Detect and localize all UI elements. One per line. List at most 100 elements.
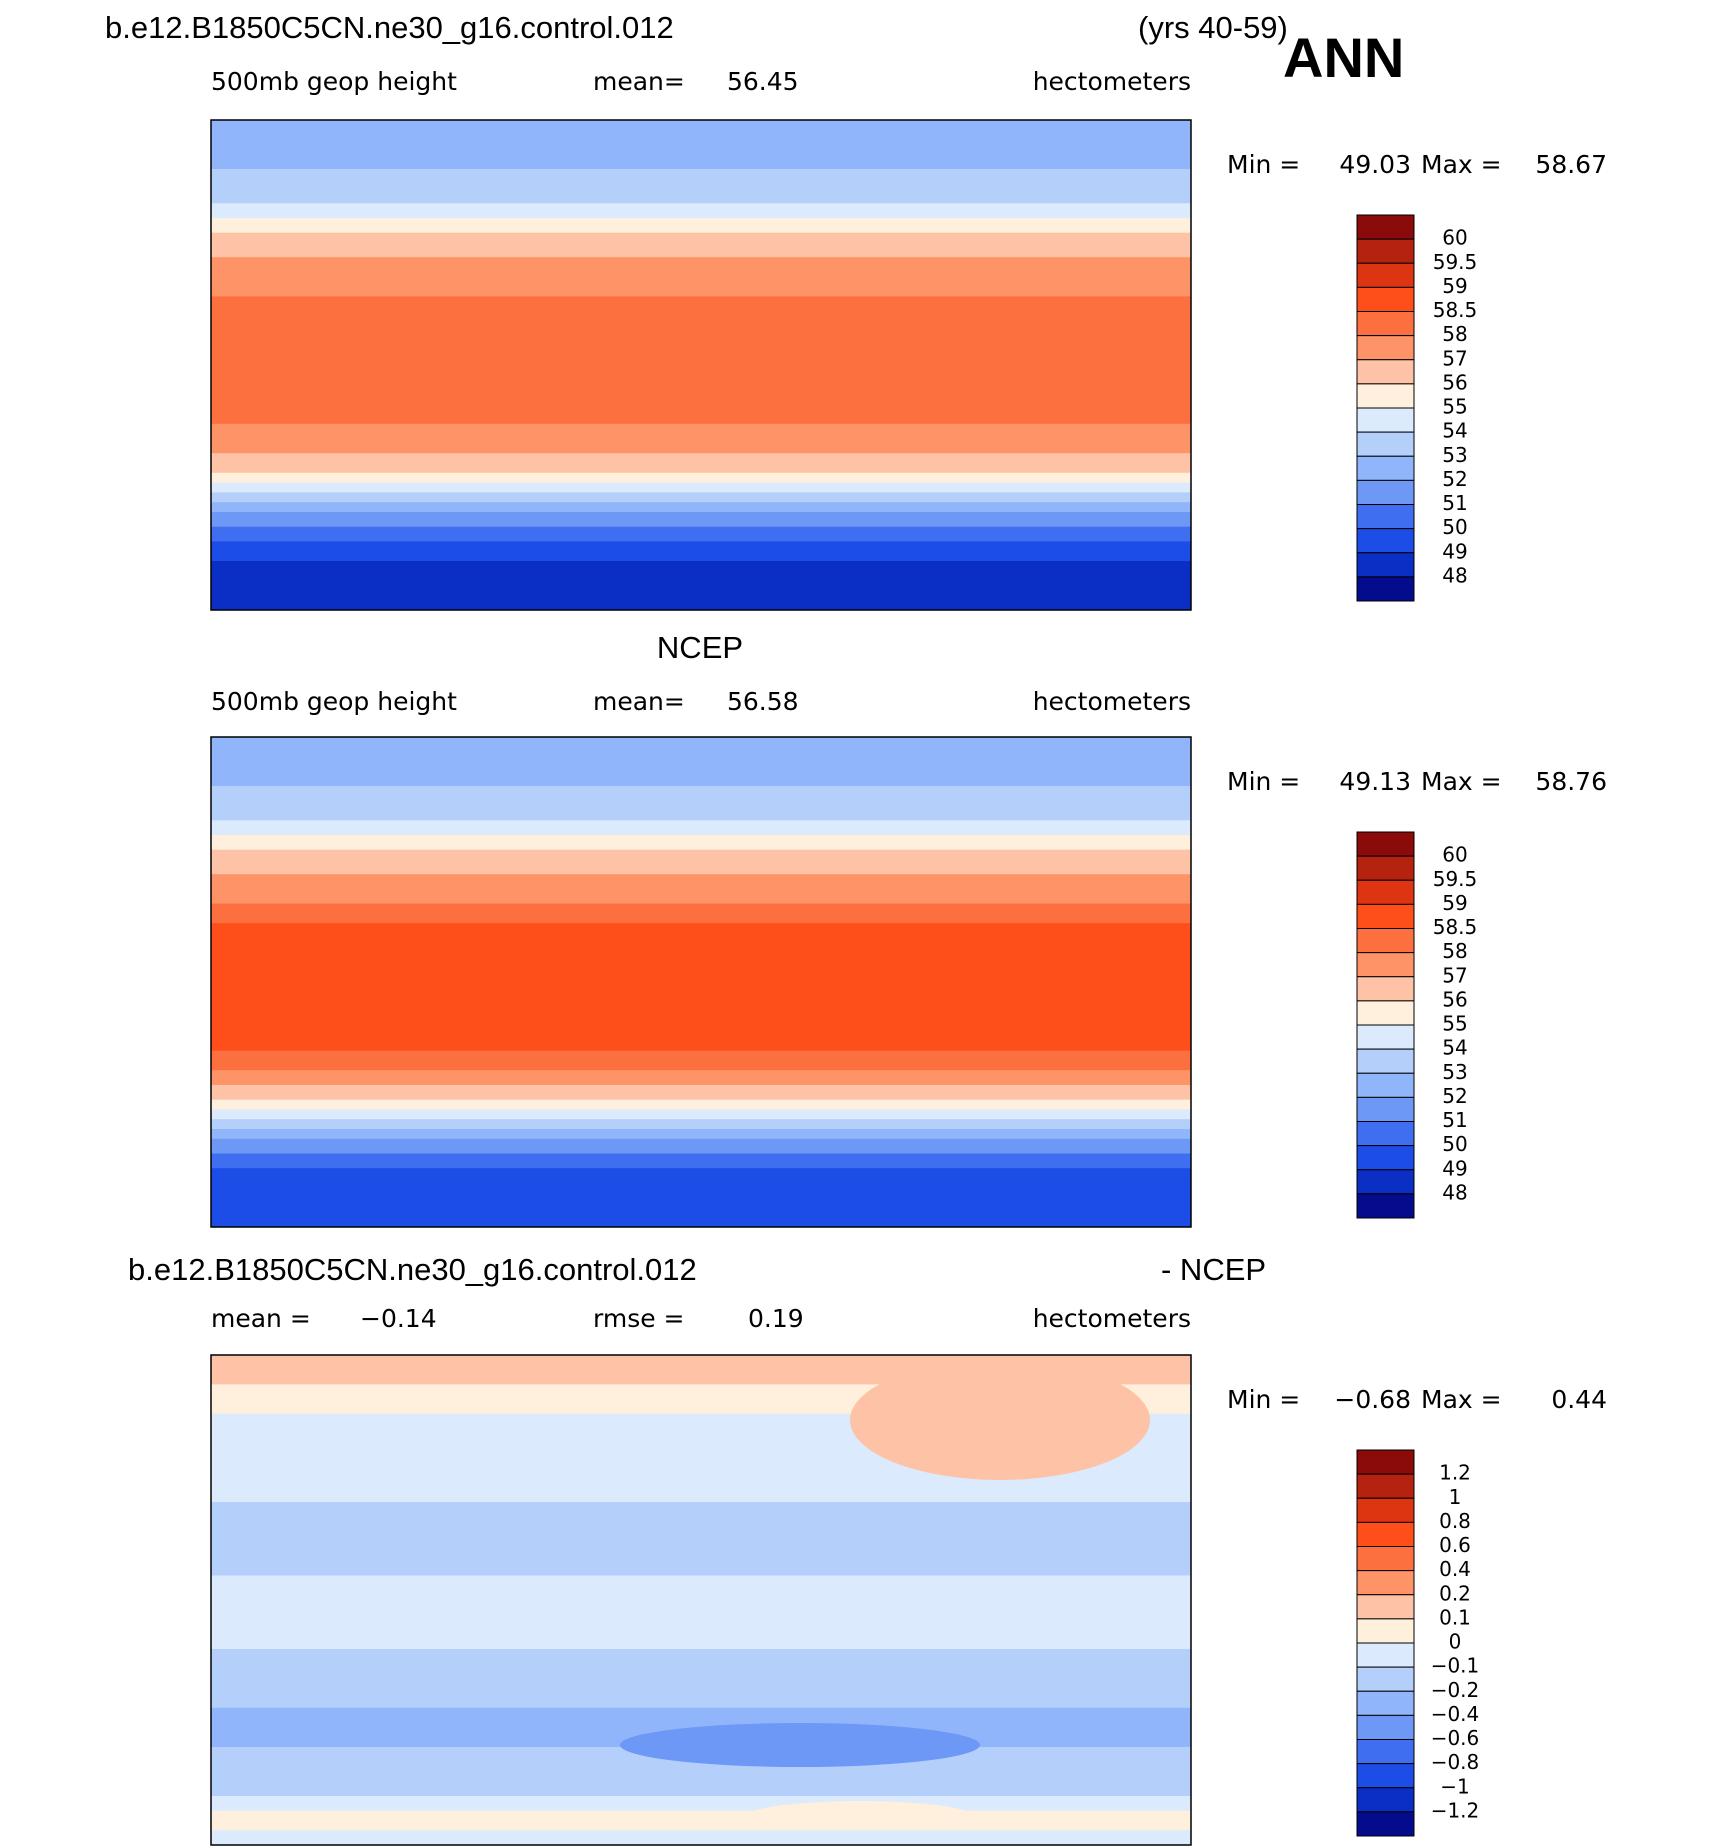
min-value: 49.03: [1339, 150, 1411, 179]
map-field: [211, 1502, 1191, 1576]
colorbar-label: −1.2: [1431, 1798, 1480, 1822]
colorbar-box: [1356, 1000, 1415, 1026]
center-value: 0.19: [748, 1304, 804, 1333]
colorbar-label: 0: [1449, 1630, 1462, 1654]
colorbar-box: [1356, 1193, 1415, 1219]
colorbar-box: [1356, 855, 1415, 881]
colorbar-label: 57: [1442, 346, 1467, 370]
figure-title: b.e12.B1850C5CN.ne30_g16.control.012: [105, 10, 674, 45]
colorbar-box: [1356, 1546, 1415, 1572]
colorbar-label: 54: [1442, 1036, 1467, 1060]
max-label: Max =: [1421, 1385, 1502, 1414]
colorbar-label: −1: [1440, 1774, 1469, 1798]
colorbar-box: [1356, 1096, 1415, 1122]
colorbar-box: [1356, 528, 1415, 554]
colorbar-label: 48: [1442, 1180, 1467, 1204]
map-field: [211, 526, 1191, 542]
colorbar-label: 55: [1442, 395, 1467, 419]
colorbar-box: [1356, 214, 1415, 240]
min-label: Min =: [1227, 150, 1300, 179]
colorbar-box: [1356, 1570, 1415, 1596]
colorbar-label: 48: [1442, 563, 1467, 587]
left-value: −0.14: [360, 1304, 437, 1333]
map-field: [211, 1129, 1191, 1140]
center-value: 56.58: [727, 687, 799, 716]
colorbar-box: [1356, 1121, 1415, 1147]
colorbar-box: [1356, 1072, 1415, 1098]
min-value: −0.68: [1334, 1385, 1411, 1414]
map-field: [211, 1830, 1191, 1846]
colorbar-label: −0.4: [1431, 1702, 1480, 1726]
colorbar-label: 53: [1442, 1060, 1467, 1084]
colorbar-label: −0.2: [1431, 1678, 1480, 1702]
map-field: [211, 232, 1191, 258]
map-field: [211, 502, 1191, 513]
map-field: [211, 903, 1191, 924]
map-field: [211, 1187, 1191, 1228]
map-field: [211, 120, 1191, 170]
colorbar-label: 1.2: [1439, 1461, 1471, 1485]
max-value: 58.76: [1535, 767, 1607, 796]
map-frame: [210, 736, 1192, 1228]
colorbar-label: 56: [1442, 370, 1467, 394]
map-field: [211, 169, 1191, 204]
map-field: [211, 1810, 1191, 1831]
colorbar-box: [1356, 262, 1415, 288]
colorbar-box: [1356, 238, 1415, 264]
colorbar-box: [1356, 831, 1415, 857]
colorbar-box: [1356, 407, 1415, 433]
colorbar-label: 59.5: [1433, 250, 1478, 274]
map-anomaly: [750, 1801, 970, 1829]
map-field: [211, 482, 1191, 493]
map-field: [211, 874, 1191, 905]
colorbar-box: [1356, 976, 1415, 1002]
colorbar-label: 0.1: [1439, 1605, 1471, 1629]
colorbar-label: 53: [1442, 443, 1467, 467]
map-field: [211, 296, 1191, 425]
map-field: [211, 541, 1191, 562]
max-value: 58.67: [1535, 150, 1607, 179]
colorbar-label: 0.4: [1439, 1557, 1471, 1581]
map-field: [211, 561, 1191, 611]
max-label: Max =: [1421, 767, 1502, 796]
colorbar-box: [1356, 1811, 1415, 1837]
colorbar-box: [1356, 903, 1415, 929]
map-field: [211, 1109, 1191, 1120]
center-label: rmse =: [593, 1304, 685, 1333]
map-field: [211, 1153, 1191, 1169]
panel-title: b.e12.B1850C5CN.ne30_g16.control.012: [128, 1252, 697, 1287]
colorbar-label: 59.5: [1433, 867, 1478, 891]
center-value: 56.45: [727, 67, 799, 96]
max-value: 0.44: [1551, 1385, 1607, 1414]
colorbar-label: 59: [1442, 891, 1467, 915]
colorbar-box: [1356, 1714, 1415, 1740]
colorbar-label: −0.6: [1431, 1726, 1480, 1750]
colorbar-box: [1356, 952, 1415, 978]
colorbar-box: [1356, 1642, 1415, 1668]
map-field: [211, 512, 1191, 528]
colorbar-box: [1356, 479, 1415, 505]
colorbar-box: [1356, 1024, 1415, 1050]
colorbar-box: [1356, 359, 1415, 385]
min-value: 49.13: [1339, 767, 1411, 796]
map-field: [211, 835, 1191, 851]
left-label: mean =: [211, 1304, 311, 1333]
map-field: [211, 737, 1191, 787]
map-field: [211, 1575, 1191, 1650]
colorbar-label: 54: [1442, 419, 1467, 443]
colorbar-label: 0.6: [1439, 1533, 1471, 1557]
colorbar-label: 58.5: [1433, 915, 1478, 939]
colorbar-box: [1356, 383, 1415, 409]
colorbar-box: [1356, 455, 1415, 481]
colorbar-label: 51: [1442, 1108, 1467, 1132]
min-label: Min =: [1227, 1385, 1300, 1414]
map-field: [211, 1138, 1191, 1154]
left-label: 500mb geop height: [211, 67, 457, 96]
map-field: [211, 1099, 1191, 1110]
colorbar-label: 57: [1442, 963, 1467, 987]
min-label: Min =: [1227, 767, 1300, 796]
map-field: [211, 1050, 1191, 1071]
colorbar-box: [1356, 1497, 1415, 1523]
colorbar-box: [1356, 1169, 1415, 1195]
colorbar-box: [1356, 879, 1415, 905]
